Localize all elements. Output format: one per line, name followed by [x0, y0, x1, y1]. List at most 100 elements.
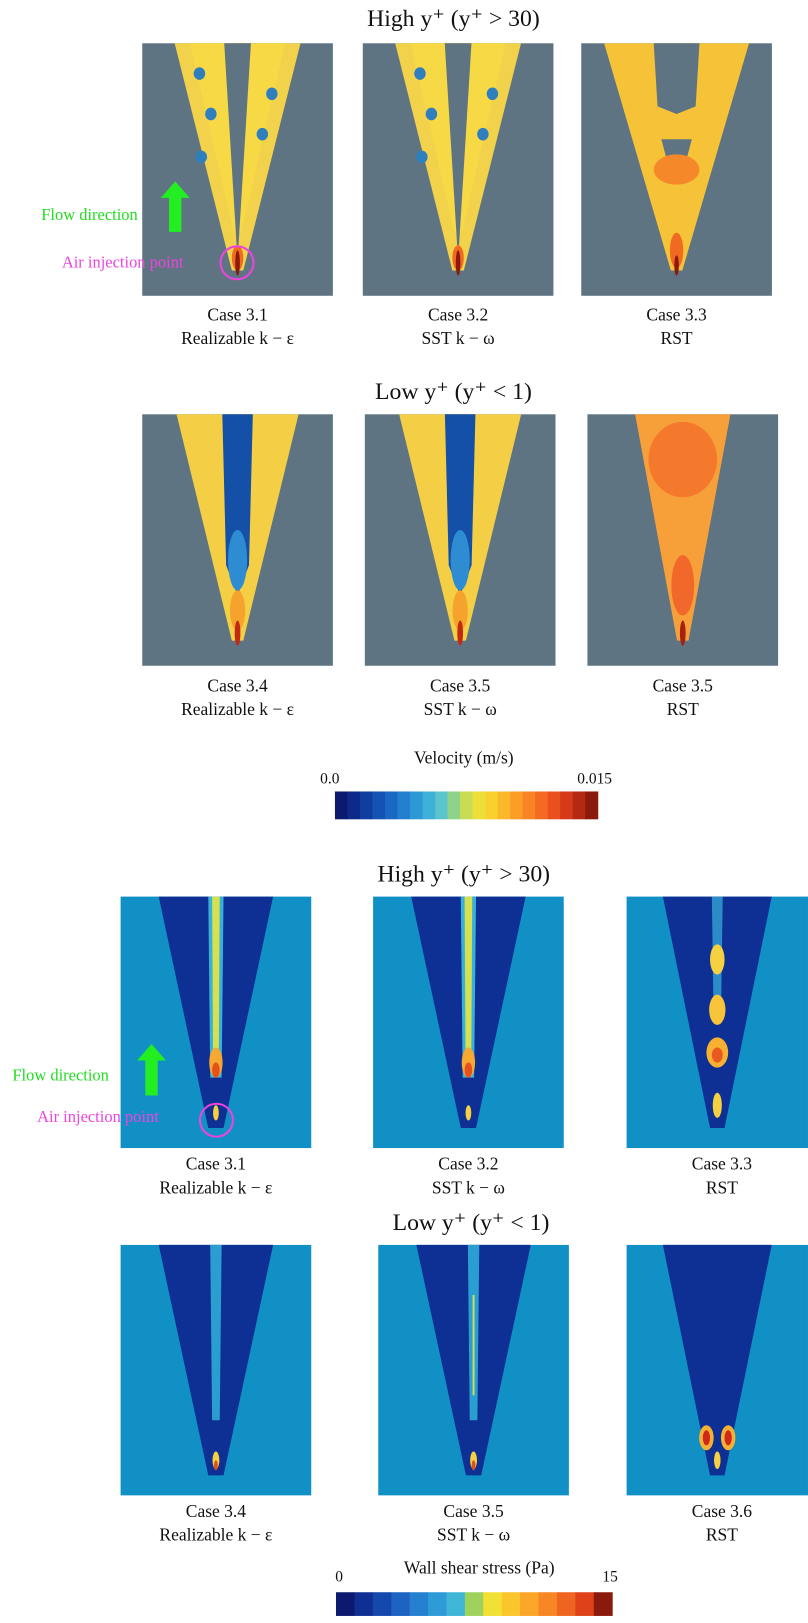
case-model: Realizable k − ε	[159, 1177, 272, 1197]
contour	[212, 1063, 220, 1078]
contour	[266, 87, 277, 100]
colorbar-swatch	[585, 791, 598, 819]
contour	[457, 620, 463, 645]
section-title: Low y⁺ (y⁺ < 1)	[393, 1210, 550, 1236]
contour-image	[142, 414, 333, 665]
colorbar-swatch	[520, 1592, 539, 1616]
injection-point-label: Air injection point	[37, 1107, 159, 1126]
contour	[466, 1105, 472, 1120]
case-name: Case 3.4	[186, 1501, 247, 1521]
section-title: High y⁺ (y⁺ > 30)	[367, 6, 540, 32]
case-name: Case 3.5	[443, 1501, 504, 1521]
case-name: Case 3.4	[207, 675, 268, 695]
colorbar-swatch	[460, 791, 473, 819]
colorbar-swatch	[423, 791, 436, 819]
colorbar-swatch	[485, 791, 498, 819]
contour-image	[627, 897, 808, 1148]
section-title: High y⁺ (y⁺ > 30)	[377, 861, 550, 887]
case-name: Case 3.3	[646, 304, 707, 324]
colorbar-swatch	[435, 791, 448, 819]
colorbar-swatch	[557, 1592, 576, 1616]
flow-direction-label: Flow direction	[41, 205, 138, 224]
colorbar-swatch	[448, 791, 461, 819]
contour-image	[587, 414, 778, 665]
colorbar-swatch	[373, 1592, 392, 1616]
case-model: RST	[706, 1177, 738, 1197]
colorbar-swatch	[360, 791, 373, 819]
case-name: Case 3.5	[430, 675, 491, 695]
contour	[235, 250, 240, 275]
contour-image	[373, 897, 564, 1148]
contour	[196, 151, 207, 164]
contour	[416, 151, 427, 164]
contour-image	[121, 1245, 312, 1495]
contour	[205, 108, 216, 121]
contour-image	[627, 1245, 808, 1495]
contour	[709, 995, 725, 1025]
colorbar-swatch	[391, 1592, 410, 1616]
contour	[713, 1093, 722, 1118]
contour	[703, 1430, 710, 1445]
contour	[212, 897, 220, 1063]
contour	[477, 128, 488, 141]
colorbar-swatch	[594, 1592, 613, 1616]
flow-direction-label: Flow direction	[12, 1066, 109, 1085]
case-name: Case 3.1	[207, 304, 267, 324]
case-model: SST k − ω	[424, 699, 497, 719]
colorbar-swatch	[410, 791, 423, 819]
case-model: Realizable k − ε	[181, 699, 294, 719]
contour	[671, 555, 694, 615]
figure: High y⁺ (y⁺ > 30) Case 3.1 Realizable k − …	[0, 0, 808, 1618]
colorbar-swatch	[502, 1592, 521, 1616]
case-name: Case 3.3	[692, 1154, 753, 1174]
contour	[235, 620, 241, 645]
contour-image	[581, 43, 772, 295]
contour	[214, 1460, 218, 1470]
contour	[712, 1047, 723, 1062]
colorbar-swatch	[523, 791, 536, 819]
contour	[426, 108, 437, 121]
colorbar-swatch	[465, 1592, 484, 1616]
case-model: SST k − ω	[437, 1525, 510, 1545]
contour	[228, 530, 247, 590]
colorbar-min: 0	[335, 1568, 343, 1585]
contour-image	[365, 414, 556, 665]
colorbar-swatch	[446, 1592, 465, 1616]
contour	[472, 1460, 476, 1470]
injection-point-label: Air injection point	[62, 253, 184, 272]
contour	[213, 1105, 219, 1120]
contour	[456, 250, 461, 275]
contour	[210, 1245, 221, 1420]
case-model: RST	[667, 699, 699, 719]
section-title: Low y⁺ (y⁺ < 1)	[375, 379, 532, 405]
contour-image	[363, 43, 554, 295]
case-name: Case 3.5	[653, 675, 714, 695]
contour	[710, 944, 725, 974]
colorbar-swatch	[539, 1592, 558, 1616]
page: {"panels": [ {"sections": [ {"title": "H…	[0, 0, 808, 1618]
colorbar-swatch	[335, 791, 348, 819]
colorbar-max: 0.015	[577, 771, 612, 788]
colorbar-swatch	[398, 791, 411, 819]
contour	[465, 1063, 473, 1078]
colorbar-swatch	[560, 791, 573, 819]
case-model: Realizable k − ε	[181, 328, 294, 348]
contour	[714, 1452, 721, 1470]
case-name: Case 3.2	[438, 1154, 498, 1174]
case-model: SST k − ω	[422, 328, 495, 348]
contour	[725, 1430, 732, 1445]
colorbar-swatch	[573, 791, 586, 819]
colorbar-swatch	[535, 791, 548, 819]
colorbar-swatch	[354, 1592, 373, 1616]
colorbar-swatch	[483, 1592, 502, 1616]
colorbar-title: Wall shear stress (Pa)	[404, 1558, 555, 1578]
colorbar-swatch	[410, 1592, 429, 1616]
contour	[257, 128, 268, 141]
case-model: SST k − ω	[432, 1177, 505, 1197]
colorbar-swatch	[575, 1592, 594, 1616]
case-model: Realizable k − ε	[159, 1525, 272, 1545]
case-name: Case 3.2	[428, 304, 488, 324]
colorbar-swatch	[548, 791, 561, 819]
case-model: RST	[706, 1525, 738, 1545]
colorbar-swatch	[473, 791, 486, 819]
